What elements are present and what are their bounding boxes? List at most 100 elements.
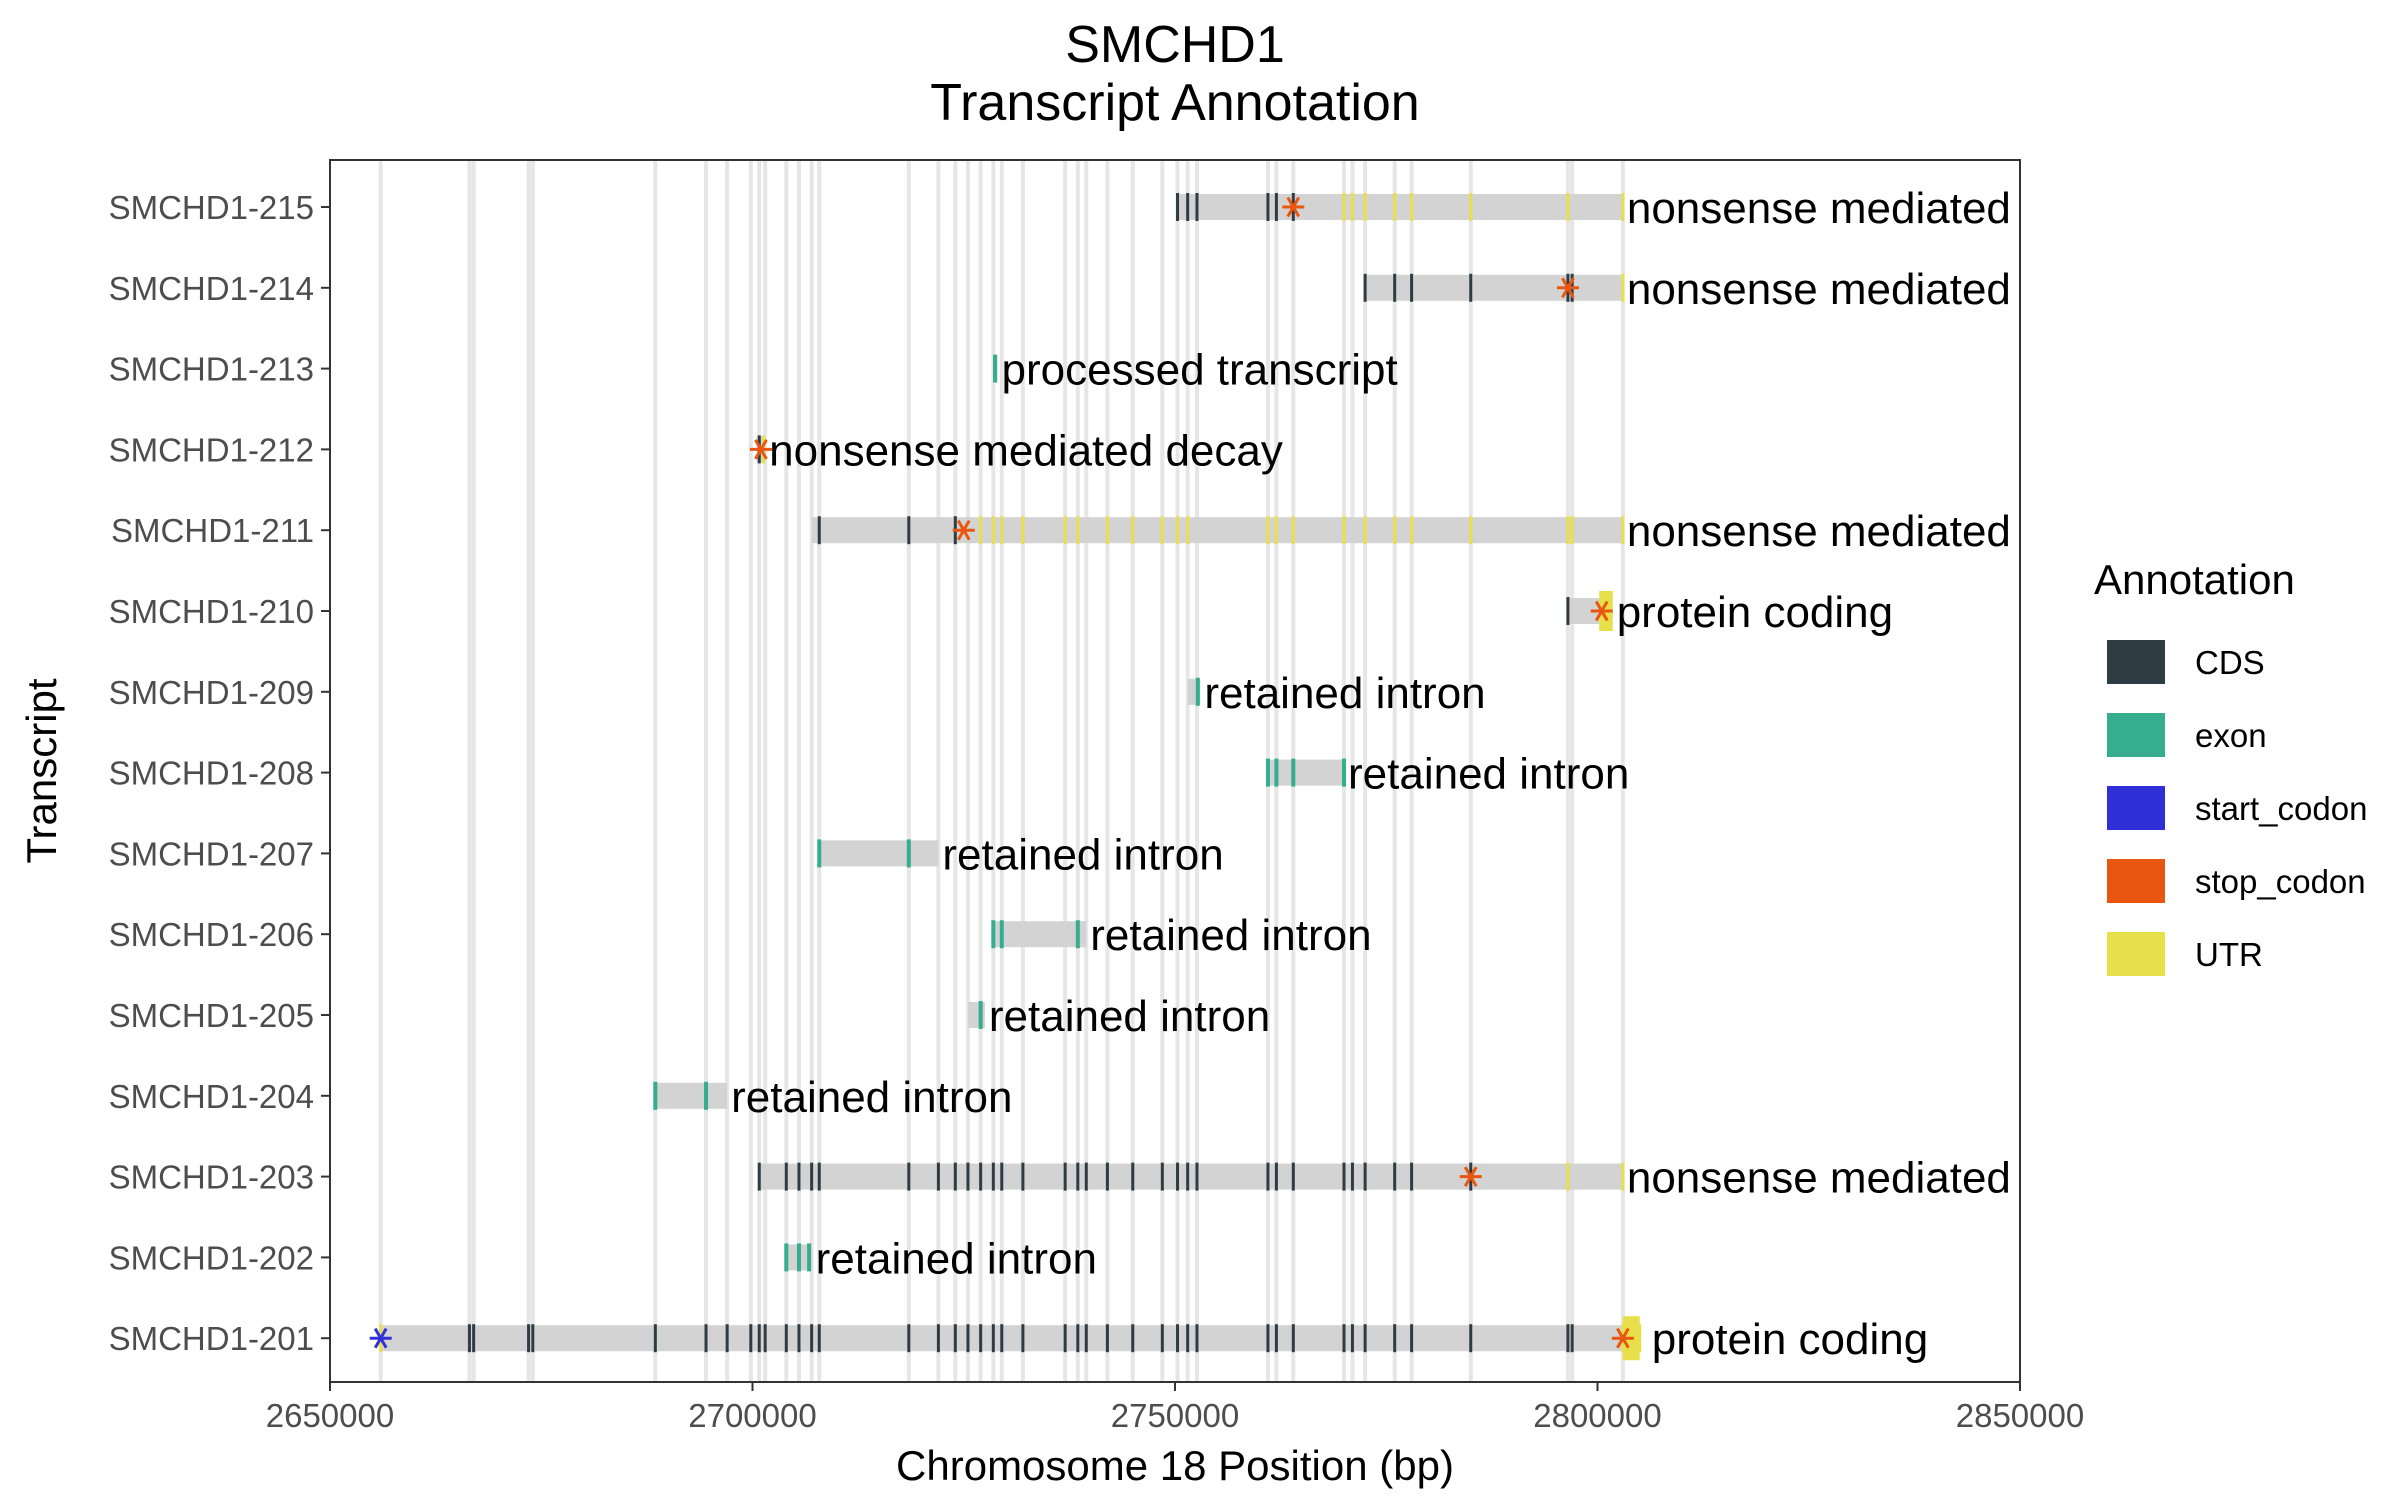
exon-mark <box>999 920 1004 949</box>
cds-mark <box>907 516 911 545</box>
transcript-row: nonsense mediated decay <box>1363 265 2141 314</box>
cds-mark <box>1469 273 1473 302</box>
biotype-label: nonsense mediated decay <box>1627 1154 2141 1203</box>
utr-mark <box>1469 516 1473 545</box>
cds-mark <box>817 1162 821 1191</box>
cds-mark <box>1186 193 1190 221</box>
exon-mark <box>978 1001 983 1029</box>
utr-mark <box>1291 516 1295 545</box>
chart-title-line1: SMCHD1 <box>1065 16 1285 74</box>
stop-codon-marker-stroke <box>1463 1166 1478 1187</box>
x-tick-label: 2750000 <box>1111 1397 1239 1434</box>
legend-label-UTR: UTR <box>2195 936 2263 973</box>
stop-codon-marker <box>1590 600 1613 622</box>
stop-codon-marker <box>749 439 772 460</box>
cds-mark <box>1274 1162 1278 1191</box>
cds-mark <box>1076 1324 1080 1353</box>
exon-mark <box>1291 758 1296 787</box>
cds-mark <box>1274 193 1278 221</box>
cds-mark <box>1176 1162 1180 1191</box>
legend-items: CDS exon start_codon stop_codon UTR <box>2107 640 2367 976</box>
exon-mark <box>1195 677 1200 706</box>
biotype-label: nonsense mediated decay <box>1627 265 2141 314</box>
utr-mark <box>1105 516 1109 545</box>
cds-mark <box>979 1324 983 1353</box>
legend-swatch-exon <box>2107 713 2165 757</box>
cds-mark <box>531 1324 535 1353</box>
x-tick-label: 2800000 <box>1533 1397 1661 1434</box>
legend-label-start-codon: start_codon <box>2195 790 2367 827</box>
exon-mark <box>993 354 998 383</box>
exon-mark <box>653 1081 658 1110</box>
y-tick-label: SMCHD1-206 <box>109 916 314 953</box>
intron-bar <box>993 921 1087 948</box>
cds-mark <box>1000 1162 1004 1191</box>
y-tick-label: SMCHD1-202 <box>109 1239 314 1276</box>
y-tick-label: SMCHD1-215 <box>109 189 314 226</box>
x-axis-ticks: 2650000 2700000 2750000 2800000 2850000 <box>266 1382 2084 1434</box>
utr-mark <box>1021 516 1025 545</box>
cds-mark <box>1342 1324 1346 1353</box>
cds-mark <box>936 1324 940 1353</box>
y-tick-label: SMCHD1-214 <box>109 270 314 307</box>
utr-mark <box>1566 1162 1570 1191</box>
stop-codon-marker-stroke <box>956 519 971 541</box>
intron-bar <box>1267 759 1344 786</box>
x-tick-label: 2650000 <box>266 1397 394 1434</box>
transcript-row: nonsense mediated decay <box>1176 184 2020 233</box>
cds-mark <box>1063 1162 1067 1191</box>
cds-mark <box>797 1324 801 1353</box>
cds-mark <box>527 1324 531 1353</box>
cds-mark <box>1195 1324 1199 1353</box>
intron-bar <box>1177 194 1623 220</box>
y-tick-label: SMCHD1-209 <box>109 674 314 711</box>
utr-mark <box>1176 516 1180 545</box>
cds-mark <box>966 1324 970 1353</box>
utr-mark <box>1570 516 1574 545</box>
start-codon-marker <box>369 1327 392 1349</box>
cds-mark <box>1410 1162 1414 1191</box>
cds-mark <box>1266 1324 1270 1353</box>
cds-mark <box>1131 1324 1135 1353</box>
stop-codon-marker-stroke <box>1594 600 1609 622</box>
legend: Annotation CDS exon start_codon stop_codon U… <box>2094 556 2367 976</box>
y-tick-label: SMCHD1-208 <box>109 755 314 792</box>
cds-mark <box>1131 1162 1135 1191</box>
transcript-row: retained intron <box>1265 750 1629 799</box>
cds-mark <box>936 1162 940 1191</box>
exon-mark <box>1075 920 1080 949</box>
intron-bar <box>655 1082 728 1109</box>
cds-mark <box>907 1162 911 1191</box>
stop-codon-marker-stroke <box>1561 277 1575 299</box>
cds-mark <box>653 1324 657 1353</box>
biotype-label: nonsense mediated decay <box>769 426 1283 475</box>
cds-mark <box>1291 1162 1295 1191</box>
utr-mark <box>1363 193 1367 221</box>
exon-mark <box>1265 758 1270 787</box>
exon-mark <box>796 1243 801 1272</box>
cds-mark <box>1363 273 1367 302</box>
biotype-label: retained intron <box>1348 750 1629 799</box>
cds-mark <box>1195 1162 1199 1191</box>
cds-mark <box>1266 193 1270 221</box>
transcript-row: retained intron <box>991 911 1372 960</box>
utr-mark <box>1410 193 1414 221</box>
transcript-row: nonsense mediated decay <box>749 426 1283 475</box>
transcript-row: retained intron <box>967 992 1270 1041</box>
chart-title-line2: Transcript Annotation <box>930 74 1419 132</box>
utr-mark <box>1566 193 1570 221</box>
cds-mark <box>1063 1324 1067 1353</box>
legend-swatch-UTR <box>2107 932 2165 976</box>
stop-codon-marker <box>1556 277 1579 299</box>
utr-mark <box>1363 516 1367 545</box>
legend-label-exon: exon <box>2195 717 2267 754</box>
utr-mark <box>1186 516 1190 545</box>
utr-mark <box>1621 516 1625 545</box>
intron-bar <box>380 1325 1640 1352</box>
exon-mark <box>784 1243 789 1272</box>
utr-mark <box>1274 516 1278 545</box>
exon-mark <box>807 1243 812 1272</box>
utr-mark <box>1621 273 1625 302</box>
y-tick-label: SMCHD1-201 <box>109 1320 314 1357</box>
